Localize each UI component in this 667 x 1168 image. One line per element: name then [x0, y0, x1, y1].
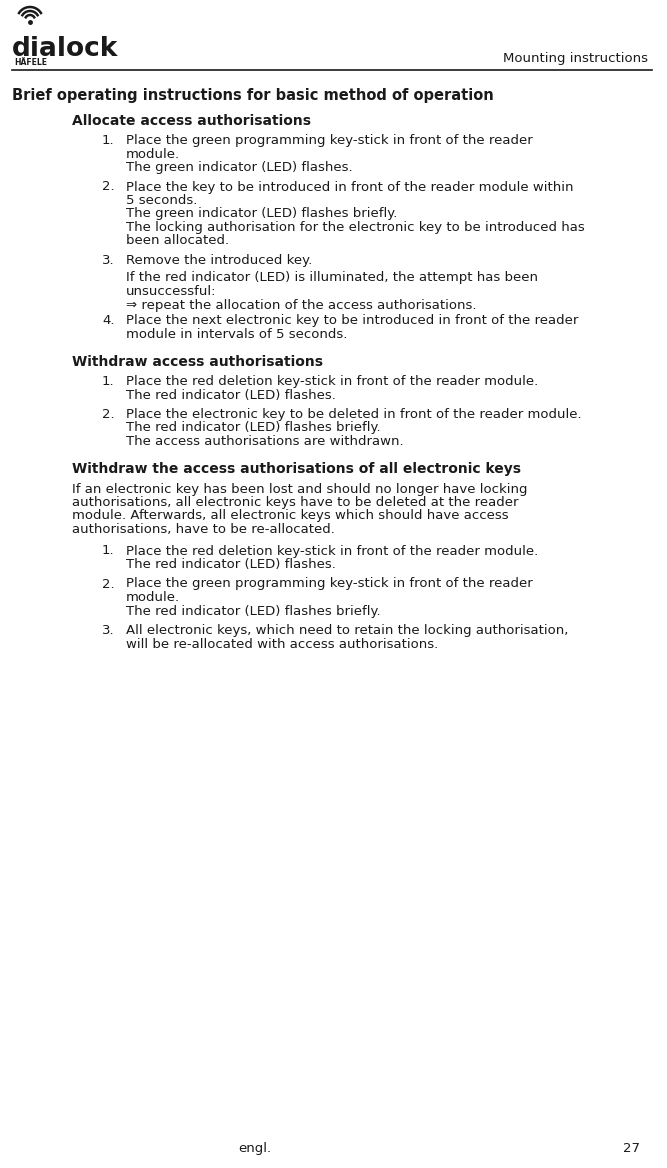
- Text: 3.: 3.: [102, 624, 115, 637]
- Text: If an electronic key has been lost and should no longer have locking: If an electronic key has been lost and s…: [72, 482, 528, 495]
- Text: The red indicator (LED) flashes.: The red indicator (LED) flashes.: [126, 389, 336, 402]
- Text: ⇒ repeat the allocation of the access authorisations.: ⇒ repeat the allocation of the access au…: [126, 299, 476, 312]
- Text: 27: 27: [623, 1142, 640, 1155]
- Text: been allocated.: been allocated.: [126, 235, 229, 248]
- Text: The green indicator (LED) flashes.: The green indicator (LED) flashes.: [126, 161, 353, 174]
- Text: Withdraw the access authorisations of all electronic keys: Withdraw the access authorisations of al…: [72, 463, 521, 477]
- Text: Remove the introduced key.: Remove the introduced key.: [126, 253, 312, 267]
- Text: The red indicator (LED) flashes.: The red indicator (LED) flashes.: [126, 558, 336, 571]
- Text: Place the next electronic key to be introduced in front of the reader: Place the next electronic key to be intr…: [126, 314, 578, 327]
- Text: The red indicator (LED) flashes briefly.: The red indicator (LED) flashes briefly.: [126, 605, 381, 618]
- Text: Mounting instructions: Mounting instructions: [503, 53, 648, 65]
- Text: Place the green programming key-stick in front of the reader: Place the green programming key-stick in…: [126, 577, 533, 591]
- Text: 4.: 4.: [102, 314, 115, 327]
- Text: module in intervals of 5 seconds.: module in intervals of 5 seconds.: [126, 327, 348, 341]
- Text: HÄFELE: HÄFELE: [14, 58, 47, 67]
- Text: module.: module.: [126, 147, 180, 160]
- Text: Withdraw access authorisations: Withdraw access authorisations: [72, 355, 323, 369]
- Text: 2.: 2.: [102, 408, 115, 420]
- Text: 2.: 2.: [102, 181, 115, 194]
- Text: The red indicator (LED) flashes briefly.: The red indicator (LED) flashes briefly.: [126, 422, 381, 434]
- Text: The locking authorisation for the electronic key to be introduced has: The locking authorisation for the electr…: [126, 221, 585, 234]
- Text: unsuccessful:: unsuccessful:: [126, 285, 217, 298]
- Text: 1.: 1.: [102, 375, 115, 388]
- Text: Brief operating instructions for basic method of operation: Brief operating instructions for basic m…: [12, 88, 494, 103]
- Text: The access authorisations are withdrawn.: The access authorisations are withdrawn.: [126, 434, 404, 449]
- Text: Place the electronic key to be deleted in front of the reader module.: Place the electronic key to be deleted i…: [126, 408, 582, 420]
- Text: Place the key to be introduced in front of the reader module within: Place the key to be introduced in front …: [126, 181, 574, 194]
- Text: dialock: dialock: [12, 36, 118, 62]
- Text: If the red indicator (LED) is illuminated, the attempt has been: If the red indicator (LED) is illuminate…: [126, 271, 538, 285]
- Text: All electronic keys, which need to retain the locking authorisation,: All electronic keys, which need to retai…: [126, 624, 568, 637]
- Text: authorisations, have to be re-allocated.: authorisations, have to be re-allocated.: [72, 523, 335, 536]
- Text: module. Afterwards, all electronic keys which should have access: module. Afterwards, all electronic keys …: [72, 509, 509, 522]
- Text: 1.: 1.: [102, 544, 115, 557]
- Text: Place the red deletion key-stick in front of the reader module.: Place the red deletion key-stick in fron…: [126, 544, 538, 557]
- Text: engl.: engl.: [238, 1142, 271, 1155]
- Text: Place the green programming key-stick in front of the reader: Place the green programming key-stick in…: [126, 134, 533, 147]
- Text: Allocate access authorisations: Allocate access authorisations: [72, 114, 311, 128]
- Text: will be re-allocated with access authorisations.: will be re-allocated with access authori…: [126, 638, 438, 651]
- Text: 2.: 2.: [102, 577, 115, 591]
- Text: module.: module.: [126, 591, 180, 604]
- Text: 3.: 3.: [102, 253, 115, 267]
- Text: Place the red deletion key-stick in front of the reader module.: Place the red deletion key-stick in fron…: [126, 375, 538, 388]
- Text: 1.: 1.: [102, 134, 115, 147]
- Text: authorisations, all electronic keys have to be deleted at the reader: authorisations, all electronic keys have…: [72, 496, 518, 509]
- Text: The green indicator (LED) flashes briefly.: The green indicator (LED) flashes briefl…: [126, 208, 398, 221]
- Text: 5 seconds.: 5 seconds.: [126, 194, 197, 207]
